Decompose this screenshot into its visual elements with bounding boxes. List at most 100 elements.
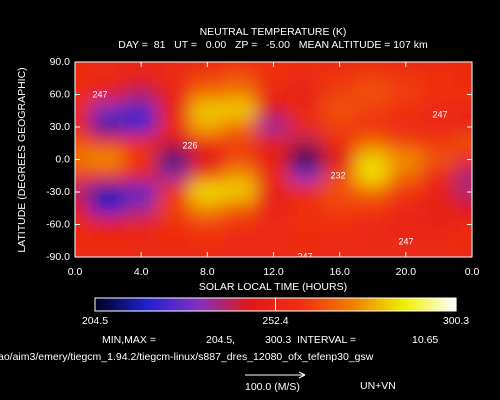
colorbar-segment <box>379 298 385 311</box>
plot-area: 247 226 232 247 247 247 <box>75 62 472 257</box>
field-cell <box>189 117 225 137</box>
field-cell <box>156 166 192 185</box>
colorbar-segment <box>287 298 293 311</box>
y-tick-label: 0.0 <box>55 153 70 165</box>
field-cell <box>123 85 159 104</box>
colorbar-segment <box>275 298 281 311</box>
field-cell <box>90 247 126 257</box>
field-cell <box>388 85 424 104</box>
colorbar-segment <box>383 298 389 311</box>
colorbar-segment <box>447 298 453 311</box>
field-cell <box>322 85 358 104</box>
colorbar-segment <box>259 298 265 311</box>
colorbar-segment <box>159 298 164 311</box>
colorbar-segment <box>355 298 361 311</box>
field-cell <box>454 199 472 218</box>
separator: , <box>232 334 235 346</box>
field-cell <box>421 134 457 153</box>
field-cell <box>388 231 424 250</box>
chart-title: NEUTRAL TEMPERATURE (K) <box>200 26 347 38</box>
field-cell <box>454 62 472 72</box>
field-cell <box>255 166 292 185</box>
colorbar-segment <box>107 298 112 311</box>
field-cell <box>123 182 159 202</box>
colorbar-segment <box>347 298 353 311</box>
colorbar-segment <box>451 298 457 311</box>
field-cell <box>355 62 391 72</box>
contour-label: 226 <box>182 140 197 150</box>
field-cell <box>322 231 358 250</box>
field-cell <box>189 85 225 104</box>
colorbar-segment <box>103 298 108 311</box>
field-cell <box>289 62 325 72</box>
colorbar-segment <box>99 298 104 311</box>
x-tick-label: 8.0 <box>200 266 215 278</box>
colorbar-segment <box>167 298 172 311</box>
field-cell <box>90 182 126 202</box>
field-cell <box>123 199 159 218</box>
max-value: 300.3 <box>265 334 291 346</box>
field-cell <box>454 85 472 104</box>
field-cell <box>322 134 358 153</box>
field-cell <box>289 69 325 88</box>
field-cell <box>355 69 391 88</box>
field-cell <box>454 231 472 250</box>
colorbar-segment <box>163 298 168 311</box>
interval-value: 10.65 <box>412 334 438 346</box>
field-cell <box>322 101 358 120</box>
field-cell <box>355 134 391 153</box>
field-cell <box>421 150 457 169</box>
field-cell <box>90 134 126 153</box>
field-cell <box>255 231 292 250</box>
colorbar-segment <box>143 298 148 311</box>
colorbar-segment <box>435 298 441 311</box>
field-cell <box>388 117 424 137</box>
field-cell <box>156 101 192 120</box>
file-path: ao/aim3/emery/tiegcm_1.94.2/tiegcm-linux… <box>0 351 374 363</box>
field-cell <box>75 199 93 218</box>
field-cell <box>189 101 225 120</box>
field-cell <box>322 117 358 137</box>
colorbar-segment <box>315 298 321 311</box>
vector-label: UN+VN <box>360 380 396 392</box>
field-cell <box>355 215 391 234</box>
colorbar-segment <box>331 298 337 311</box>
colorbar-segment <box>283 298 289 311</box>
field-cell <box>90 101 126 120</box>
field-cell <box>289 231 325 250</box>
colorbar-segment <box>407 298 413 311</box>
field-cell <box>222 69 258 88</box>
field-cell <box>421 62 457 72</box>
field-cell <box>75 134 93 153</box>
colorbar-segment <box>411 298 417 311</box>
field-cell <box>289 117 325 137</box>
field-cell <box>454 182 472 202</box>
field-cell <box>222 117 258 137</box>
colorbar-segment <box>327 298 333 311</box>
field-cell <box>222 215 258 234</box>
colorbar-segment <box>131 298 136 311</box>
field-cell <box>75 150 93 169</box>
field-cell <box>355 85 391 104</box>
colorbar-segment <box>155 298 160 311</box>
colorbar-segment <box>351 298 357 311</box>
field-cell <box>75 166 93 185</box>
field-cell <box>189 215 225 234</box>
field-cell <box>123 150 159 169</box>
field-cell <box>123 215 159 234</box>
field-cell <box>156 134 192 153</box>
colorbar-segment <box>235 298 240 311</box>
field-cell <box>421 85 457 104</box>
field-cell <box>189 69 225 88</box>
contour-label: 247 <box>92 89 107 99</box>
field-cell <box>156 150 192 169</box>
colorbar-segment <box>223 298 228 311</box>
field-cell <box>454 134 472 153</box>
x-axis-label: SOLAR LOCAL TIME (HOURS) <box>199 281 347 293</box>
field-cell <box>75 85 93 104</box>
field-cell <box>289 166 325 185</box>
y-tick-label: -30.0 <box>46 186 70 198</box>
x-tick-label: 20.0 <box>396 266 417 278</box>
y-tick-label: -60.0 <box>46 218 70 230</box>
